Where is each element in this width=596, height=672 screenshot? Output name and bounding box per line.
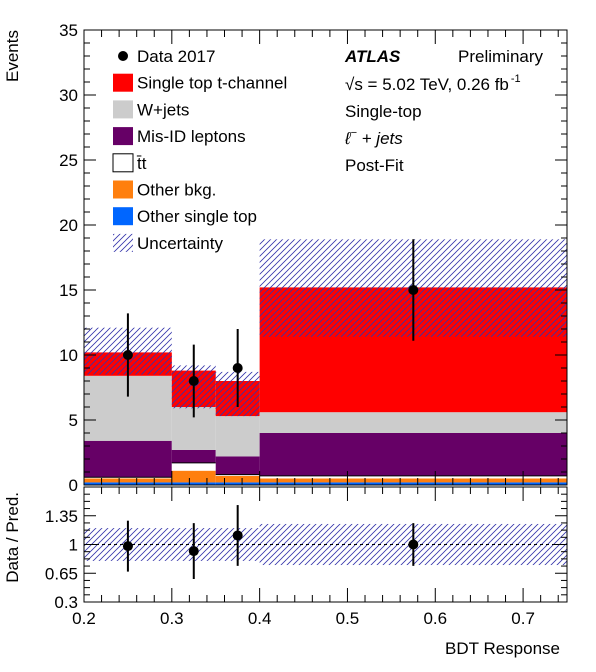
fit-label: Post-Fit	[345, 156, 404, 175]
y-tick-label: 20	[59, 216, 78, 235]
x-tick-label: 0.2	[72, 609, 96, 628]
energy-text: √s = 5.02 TeV, 0.26 fb	[345, 75, 509, 94]
x-tick-label: 0.3	[160, 609, 184, 628]
bar-other-single-top	[215, 482, 260, 485]
preliminary-label: Preliminary	[458, 47, 544, 66]
y-tick-label: 15	[59, 281, 78, 300]
legend-t-t-label: t̄t	[136, 154, 147, 173]
ratio-y-tick-label: 0.3	[54, 593, 78, 612]
channel-charge: −	[351, 127, 358, 139]
y-tick-label: 10	[59, 346, 78, 365]
bar-other-bkg-	[84, 478, 172, 483]
energy-superscript: -1	[511, 73, 521, 85]
y-tick-label: 25	[59, 151, 78, 170]
legend-data-2017-marker	[118, 51, 128, 61]
bar-t-t	[84, 477, 172, 479]
legend-other-single-top-swatch	[113, 207, 133, 226]
ratio-y-tick-label: 1.35	[45, 507, 78, 526]
bar-other-bkg-	[259, 478, 567, 483]
legend: Data 2017 Single top t-channel W+jets Mis-I…	[112, 47, 287, 253]
legend-other-bkg--label: Other bkg.	[137, 181, 216, 200]
main-panel: 0 5 10 15 20 25 30 35	[59, 21, 568, 495]
bar-other-single-top	[84, 482, 172, 485]
bar-w-jets	[259, 412, 567, 433]
channel-label: ℓ− + jets	[344, 127, 403, 148]
energy-label: √s = 5.02 TeV, 0.26 fb -1	[345, 73, 521, 94]
legend-uncertainty-swatch	[113, 233, 133, 252]
ratio-point	[122, 541, 133, 552]
y-tick-label: 35	[59, 21, 78, 40]
bar-other-bkg-	[215, 475, 260, 483]
annotations: ATLAS Preliminary √s = 5.02 TeV, 0.26 fb…	[344, 47, 544, 175]
bar-mis-id-leptons	[171, 449, 216, 463]
bar-t-t	[259, 475, 567, 479]
bar-other-single-top	[171, 482, 216, 485]
ratio-points	[122, 505, 419, 579]
legend-w-jets-label: W+jets	[137, 100, 189, 119]
legend-single-top-t-channel-label: Single top t-channel	[137, 74, 287, 93]
data-point	[232, 363, 243, 373]
main-frame	[83, 29, 568, 486]
legend-mis-id-leptons-label: Mis-ID leptons	[137, 127, 246, 146]
legend-uncertainty-label: Uncertainty	[137, 234, 223, 253]
ratio-y-axis-title: Data / Pred.	[3, 492, 22, 583]
bar-t-t	[171, 462, 216, 471]
x-tick-label: 0.4	[248, 609, 272, 628]
ratio-y-tick-label: 0.65	[45, 564, 78, 583]
region-label: Single-top	[345, 102, 422, 121]
data-point	[408, 285, 419, 295]
legend-single-top-t-channel-swatch	[113, 73, 133, 92]
x-tick-label: 0.6	[423, 609, 447, 628]
data-points	[122, 239, 419, 418]
data-point	[188, 376, 199, 386]
legend-mis-id-leptons-swatch	[113, 127, 133, 146]
bar-mis-id-leptons	[84, 440, 172, 478]
y-tick-label: 5	[69, 411, 78, 430]
x-tick-label: 0.5	[336, 609, 360, 628]
x-axis-title: BDT Response	[445, 639, 560, 658]
legend-other-bkg--swatch	[113, 180, 133, 199]
main-axes: 0 5 10 15 20 25 30 35	[59, 21, 567, 495]
ratio-point	[408, 539, 419, 550]
bar-other-bkg-	[171, 470, 216, 483]
ratio-point	[232, 530, 243, 541]
legend-data-2017-label: Data 2017	[137, 47, 215, 66]
legend-t-t-swatch	[112, 153, 134, 173]
bar-mis-id-leptons	[259, 433, 567, 476]
bar-w-jets	[215, 416, 260, 457]
legend-w-jets-swatch	[113, 100, 133, 119]
y-tick-label: 30	[59, 86, 78, 105]
legend-other-single-top-label: Other single top	[137, 207, 257, 226]
ratio-y-tick-label: 1	[69, 536, 78, 555]
data-point	[122, 350, 133, 360]
channel-rest: + jets	[357, 129, 403, 148]
bar-mis-id-leptons	[215, 456, 260, 475]
bar-t-t	[215, 474, 260, 476]
bar-other-single-top	[259, 482, 567, 485]
atlas-label: ATLAS	[344, 47, 401, 66]
x-tick-label: 0.7	[511, 609, 535, 628]
ratio-point	[188, 546, 199, 557]
channel-lepton: ℓ	[344, 129, 351, 148]
y-axis-title: Events	[3, 30, 22, 82]
y-tick-label: 0	[69, 476, 78, 495]
